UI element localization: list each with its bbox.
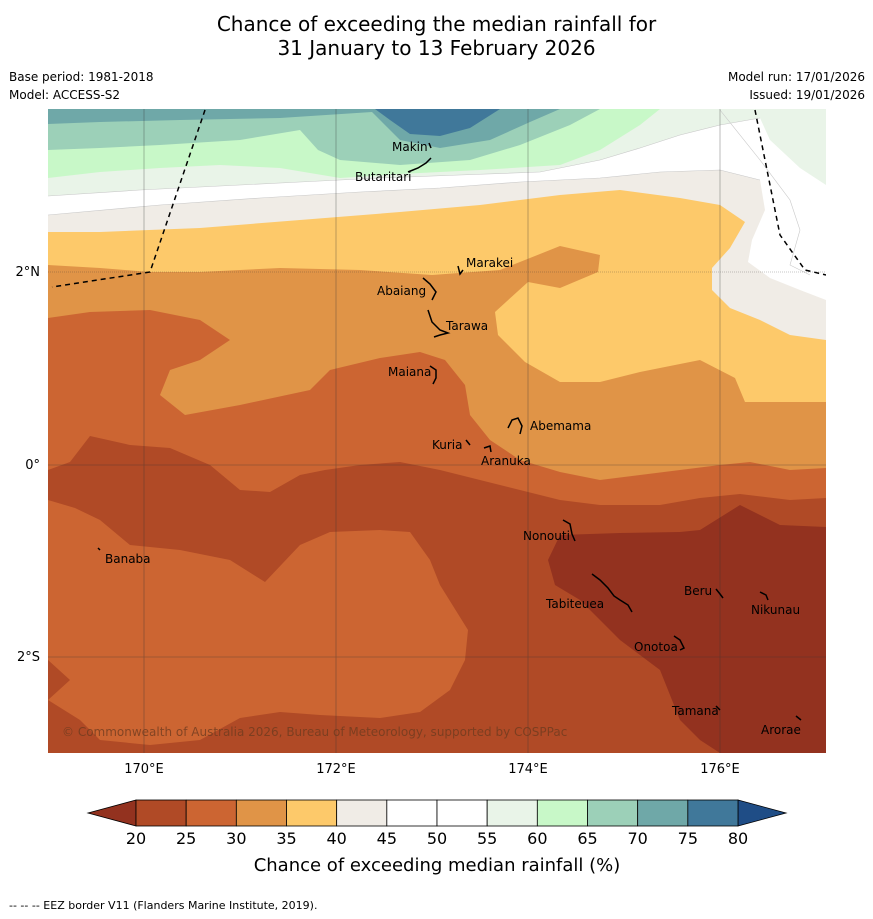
issued-date: Issued: 19/01/2026 xyxy=(749,88,865,102)
label-arorae: Arorae xyxy=(761,723,801,737)
label-abaiang: Abaiang xyxy=(377,284,426,298)
colorbar-tick-label: 45 xyxy=(377,829,397,848)
label-maiana: Maiana xyxy=(388,365,431,379)
label-banaba: Banaba xyxy=(105,552,151,566)
eez-border xyxy=(51,109,826,288)
island-tabiteuea xyxy=(591,573,633,613)
colorbar-tick-label: 55 xyxy=(477,829,497,848)
label-tabiteuea: Tabiteuea xyxy=(545,597,604,611)
band-20-25 xyxy=(48,436,826,753)
label-kuria: Kuria xyxy=(432,438,463,452)
label-abemama: Abemama xyxy=(530,419,591,433)
title-line-2: 31 January to 13 February 2026 xyxy=(277,36,596,60)
colorbar-cell xyxy=(386,799,438,827)
colorbar-cell xyxy=(536,799,588,827)
label-tamana: Tamana xyxy=(671,704,719,718)
island-tamana xyxy=(715,705,721,711)
base-period: Base period: 1981-2018 xyxy=(9,70,154,84)
graticule xyxy=(48,109,826,753)
label-makin: Makin xyxy=(392,140,428,154)
title-line-1: Chance of exceeding the median rainfall … xyxy=(216,12,657,36)
colorbar-tick-label: 70 xyxy=(627,829,647,848)
colorbar-label: Chance of exceeding median rainfall (%) xyxy=(254,855,621,876)
colorbar-cell xyxy=(185,799,237,827)
colorbar-cell xyxy=(587,799,639,827)
probability-field: Makin Butaritari Marakei Abaiang Tarawa … xyxy=(48,109,826,753)
island-maiana xyxy=(429,365,437,385)
colorbar-cell xyxy=(235,799,287,827)
model-name: Model: ACCESS-S2 xyxy=(9,88,121,102)
label-nikunau: Nikunau xyxy=(751,603,800,617)
colorbar-tick-label: 75 xyxy=(678,829,698,848)
island-outlines xyxy=(97,142,802,721)
island-nikunau xyxy=(759,591,769,601)
island-arorae xyxy=(795,715,802,721)
colorbar-tick-label: 80 xyxy=(728,829,748,848)
lat-tick-2n: 2°N xyxy=(16,265,41,280)
colorbar-cell xyxy=(286,799,338,827)
colorbar-tick-label: 20 xyxy=(126,829,146,848)
colorbar-cell xyxy=(687,799,739,827)
colorbar-under-triangle xyxy=(86,799,137,827)
label-marakei: Marakei xyxy=(466,256,513,270)
contour-lines xyxy=(48,109,811,276)
colorbar-tick-label: 65 xyxy=(577,829,597,848)
colorbar-tick-label: 40 xyxy=(326,829,346,848)
colorbar-cell xyxy=(436,799,488,827)
label-nonouti: Nonouti xyxy=(523,529,570,543)
copyright-notice: © Commonwealth of Australia 2026, Bureau… xyxy=(62,725,567,739)
label-aranuka: Aranuka xyxy=(481,454,531,468)
longitude-ticks: 170°E 172°E 174°E 176°E xyxy=(124,762,740,777)
band-under-20 xyxy=(548,505,826,753)
model-run: Model run: 17/01/2026 xyxy=(727,70,865,84)
meta-right: Model run: 17/01/2026 Issued: 19/01/2026 xyxy=(728,68,865,104)
lat-tick-0: 0° xyxy=(25,458,40,473)
colorbar-ticks: 20 25 30 35 40 45 50 55 60 65 70 75 80 xyxy=(126,829,748,848)
colorbar-tick-label: 25 xyxy=(176,829,196,848)
colorbar: 20 25 30 35 40 45 50 55 60 65 70 75 80 Chance of exc… xyxy=(86,799,788,876)
label-beru: Beru xyxy=(684,584,712,598)
island-tarawa xyxy=(427,309,451,338)
colorbar-cells xyxy=(135,799,739,827)
label-butaritari: Butaritari xyxy=(355,170,412,184)
latitude-ticks: 2°N 0° 2°S xyxy=(16,265,41,665)
place-labels: Makin Butaritari Marakei Abaiang Tarawa … xyxy=(105,140,801,737)
lat-tick-2s: 2°S xyxy=(17,650,40,665)
island-butaritari xyxy=(407,157,432,173)
island-abaiang xyxy=(422,277,437,301)
colorbar-tick-label: 35 xyxy=(276,829,296,848)
island-banaba xyxy=(97,547,101,551)
eez-footnote: -- -- -- EEZ border V11 (Flanders Marine… xyxy=(9,899,318,912)
island-kuria xyxy=(465,439,471,446)
colorbar-cell xyxy=(135,799,187,827)
lon-tick-176: 176°E xyxy=(700,762,740,777)
island-onotoa xyxy=(673,635,686,651)
colorbar-cell xyxy=(637,799,689,827)
island-aranuka xyxy=(483,445,492,453)
lon-tick-172: 172°E xyxy=(316,762,356,777)
island-abemama xyxy=(507,417,523,435)
lon-tick-170: 170°E xyxy=(124,762,164,777)
lon-tick-174: 174°E xyxy=(508,762,548,777)
island-marakei xyxy=(457,265,464,276)
island-nonouti xyxy=(562,519,576,542)
label-tarawa: Tarawa xyxy=(445,319,488,333)
island-beru xyxy=(715,588,724,599)
colorbar-cell xyxy=(486,799,538,827)
colorbar-tick-label: 60 xyxy=(527,829,547,848)
meta-left: Base period: 1981-2018 Model: ACCESS-S2 xyxy=(9,68,154,104)
label-onotoa: Onotoa xyxy=(634,640,678,654)
colorbar-tick-label: 30 xyxy=(226,829,246,848)
colorbar-over-triangle xyxy=(737,799,788,827)
island-makin xyxy=(428,142,432,149)
colorbar-cell xyxy=(336,799,388,827)
map-title: Chance of exceeding the median rainfall … xyxy=(0,12,873,60)
band-75-80 xyxy=(375,109,500,136)
colorbar-tick-label: 50 xyxy=(427,829,447,848)
